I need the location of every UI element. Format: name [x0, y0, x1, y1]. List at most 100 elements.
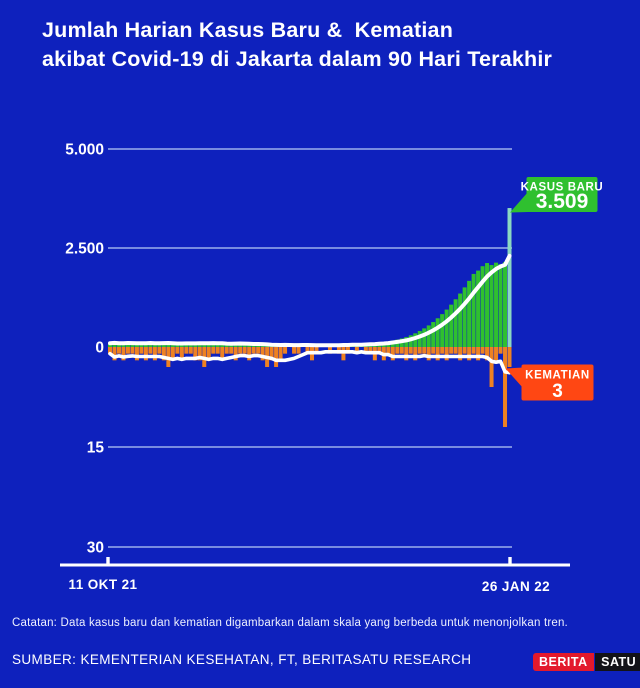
cases-bar	[485, 263, 490, 347]
cases-bar	[453, 299, 458, 347]
deaths-bar	[395, 347, 400, 354]
cases-trend-line	[108, 253, 512, 348]
cases-bar	[431, 322, 436, 347]
y-axis-label-cases-0: 0	[95, 340, 104, 357]
cases-bar	[247, 344, 252, 347]
title-line-2: akibat Covid-19 di Jakarta dalam 90 Hari…	[42, 47, 553, 71]
deaths-bar	[480, 347, 485, 354]
deaths-bar	[292, 347, 297, 354]
cases-bar	[170, 344, 175, 347]
x-axis-label-end: 26 JAN 22	[482, 579, 550, 594]
deaths-bar	[125, 347, 130, 354]
kasus-callout-box	[526, 177, 598, 212]
deaths-bar	[444, 347, 449, 361]
deaths-bar	[314, 347, 319, 354]
deaths-bar	[485, 347, 490, 361]
cases-bar	[130, 343, 135, 347]
deaths-bar	[417, 347, 422, 354]
deaths-bar	[220, 347, 225, 361]
deaths-bar	[170, 347, 175, 361]
deaths-bar	[206, 347, 211, 361]
deaths-bar	[175, 347, 180, 354]
deaths-bar	[121, 347, 126, 361]
deaths-bar	[341, 347, 346, 361]
deaths-bar	[494, 347, 499, 361]
deaths-bar	[148, 347, 153, 354]
kasus-callout	[510, 177, 598, 213]
deaths-bar	[193, 347, 198, 361]
deaths-bar	[305, 347, 310, 354]
deaths-bar	[503, 347, 508, 427]
cases-bar	[175, 344, 180, 347]
deaths-bar	[161, 347, 166, 361]
cases-bar	[494, 262, 499, 347]
deaths-bar	[458, 347, 463, 361]
x-axis-label-start: 11 OKT 21	[69, 577, 138, 592]
deaths-bar	[471, 347, 476, 354]
deaths-bar	[377, 347, 382, 354]
deaths-bar	[108, 347, 112, 354]
cases-bar	[503, 262, 508, 347]
deaths-bar	[184, 347, 189, 354]
cases-bar	[251, 345, 256, 347]
deaths-bar	[274, 347, 279, 367]
deaths-bar	[269, 347, 274, 361]
deaths-bar	[134, 347, 139, 361]
deaths-bar	[507, 347, 512, 367]
deaths-bar	[354, 347, 359, 354]
cases-bar	[116, 344, 121, 347]
deaths-bar	[197, 347, 202, 361]
cases-bar	[480, 266, 485, 347]
kasus-callout-value: 3.509	[536, 190, 589, 213]
deaths-bar	[399, 347, 404, 354]
deaths-bar	[188, 347, 193, 354]
deaths-bar	[179, 347, 184, 361]
cases-bar	[498, 264, 503, 347]
cases-bar	[444, 309, 449, 347]
deaths-bar	[242, 347, 247, 354]
deaths-bar	[139, 347, 144, 354]
cases-bar	[462, 287, 467, 347]
kasus-callout-pointer	[510, 192, 528, 213]
y-axis-label-cases-5000: 5.000	[65, 142, 104, 159]
deaths-bar	[260, 347, 265, 361]
cases-bar	[148, 343, 153, 347]
cases-bar	[413, 333, 418, 347]
cases-bar	[202, 344, 207, 347]
cases-bar	[435, 318, 440, 347]
deaths-bar	[449, 347, 454, 354]
y-axis-label-deaths-30: 30	[87, 540, 104, 557]
cases-bar	[489, 265, 494, 347]
deaths-bar	[278, 347, 283, 361]
deaths-bar	[152, 347, 157, 361]
deaths-bar	[130, 347, 135, 354]
x-axis-tick-end	[508, 557, 512, 565]
source-credit: SUMBER: KEMENTERIAN KESEHATAN, FT, BERIT…	[12, 652, 472, 667]
deaths-bar	[476, 347, 481, 361]
deaths-trend-line	[108, 349, 512, 375]
kematian-callout-pointer	[505, 367, 523, 388]
deaths-bar	[229, 347, 234, 354]
kematian-callout	[505, 364, 594, 401]
deaths-bar	[211, 347, 216, 354]
deaths-bar	[363, 347, 368, 354]
kasus-callout-label: KASUS BARU	[521, 182, 604, 194]
deaths-bar	[453, 347, 458, 354]
cases-bar	[152, 343, 157, 347]
deaths-bar	[368, 347, 373, 354]
deaths-bar	[143, 347, 148, 361]
deaths-bar	[489, 347, 494, 387]
deaths-bar	[251, 347, 256, 354]
x-axis-tick-start	[106, 557, 110, 565]
kematian-callout-box	[521, 364, 594, 401]
deaths-bar	[467, 347, 472, 361]
cases-bar	[166, 343, 171, 347]
cases-bar	[471, 273, 476, 347]
cases-bar	[220, 343, 225, 347]
cases-bar	[426, 325, 431, 347]
cases-bar	[422, 328, 427, 347]
y-axis-label-deaths-15: 15	[87, 440, 105, 457]
deaths-bar	[215, 347, 220, 354]
